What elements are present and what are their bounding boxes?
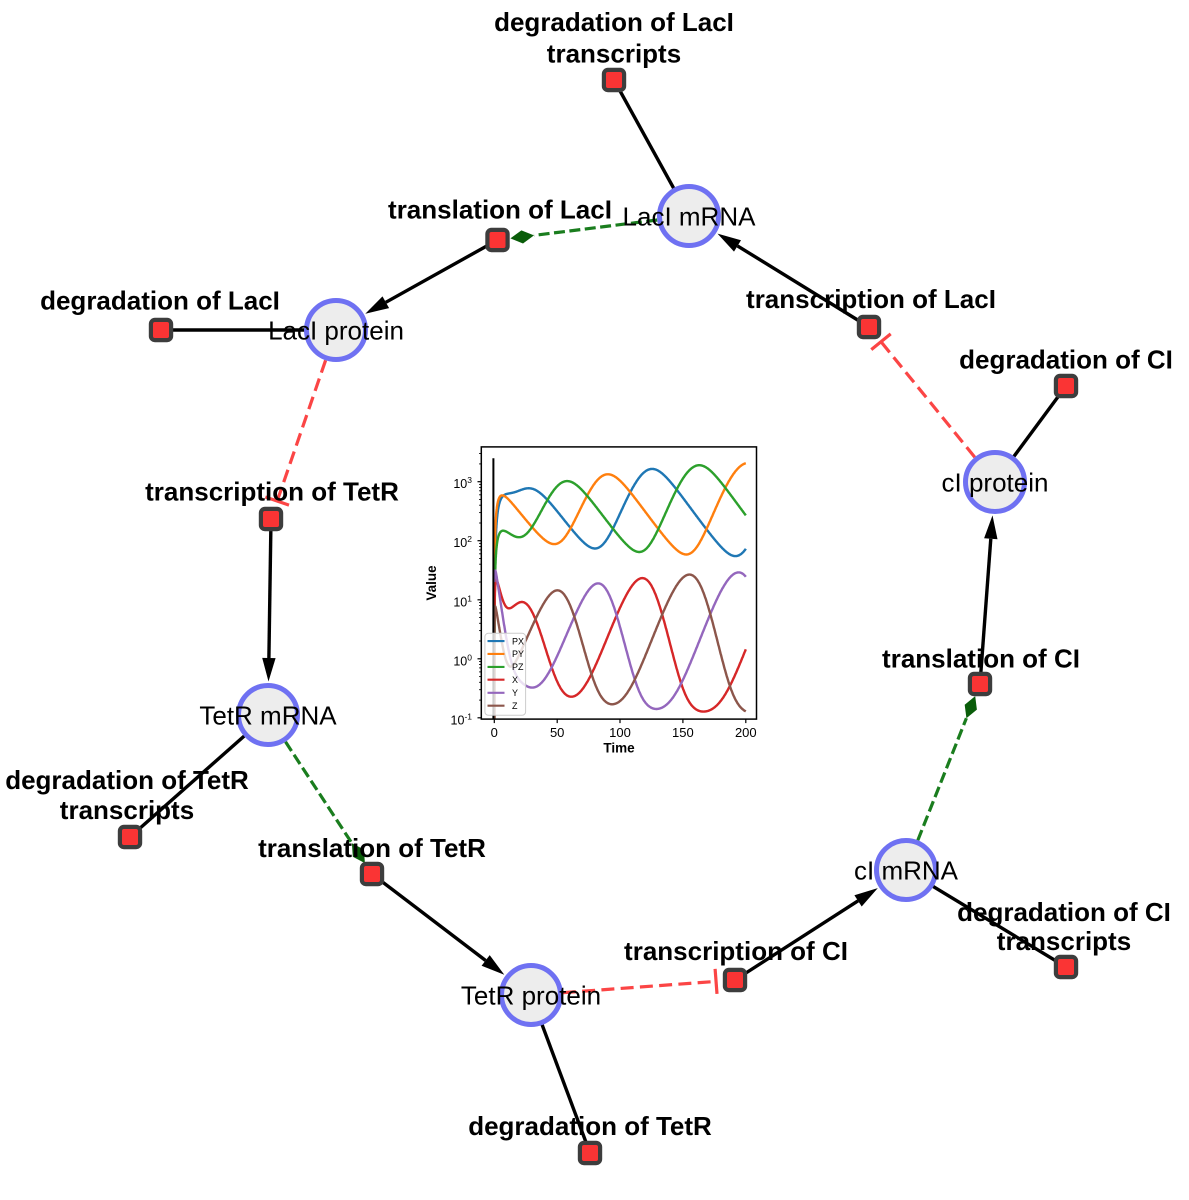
svg-text:translation of LacI: translation of LacI [388,195,612,225]
svg-text:LacI mRNA: LacI mRNA [623,202,757,232]
svg-text:cI protein: cI protein [942,468,1049,498]
svg-text:10-1: 10-1 [451,711,473,727]
svg-text:100: 100 [453,652,472,668]
svg-text:cI mRNA: cI mRNA [854,856,959,886]
svg-text:degradation of CI: degradation of CI [959,344,1173,374]
svg-text:PZ: PZ [512,662,524,672]
svg-text:TetR protein: TetR protein [461,981,601,1011]
svg-text:translation of TetR: translation of TetR [258,833,486,863]
svg-text:101: 101 [453,593,472,609]
svg-text:degradation of TetR: degradation of TetR [5,765,249,795]
svg-text:Value: Value [424,565,439,601]
svg-text:X: X [512,675,518,685]
svg-text:Time: Time [603,741,635,756]
svg-text:transcripts: transcripts [547,38,681,68]
svg-text:TetR mRNA: TetR mRNA [199,701,337,731]
svg-text:degradation of TetR: degradation of TetR [468,1111,712,1141]
svg-text:transcription of LacI: transcription of LacI [746,284,996,314]
svg-text:degradation of CI: degradation of CI [957,897,1171,927]
svg-text:transcription of TetR: transcription of TetR [145,477,399,507]
svg-text:103: 103 [453,475,472,491]
svg-text:102: 102 [453,534,472,550]
svg-text:0: 0 [491,725,498,740]
svg-text:degradation of LacI: degradation of LacI [494,7,734,37]
svg-text:PY: PY [512,649,524,659]
svg-text:100: 100 [609,725,631,740]
svg-text:transcription of CI: transcription of CI [624,936,848,966]
svg-text:Z: Z [512,701,518,711]
svg-text:50: 50 [550,725,564,740]
svg-text:200: 200 [735,725,757,740]
svg-text:translation of CI: translation of CI [882,644,1080,674]
svg-text:transcripts: transcripts [997,926,1131,956]
svg-text:degradation of LacI: degradation of LacI [40,285,280,315]
svg-text:LacI protein: LacI protein [268,316,404,346]
svg-text:Y: Y [512,688,518,698]
svg-text:PX: PX [512,636,524,646]
svg-text:150: 150 [672,725,694,740]
svg-text:transcripts: transcripts [60,795,194,825]
